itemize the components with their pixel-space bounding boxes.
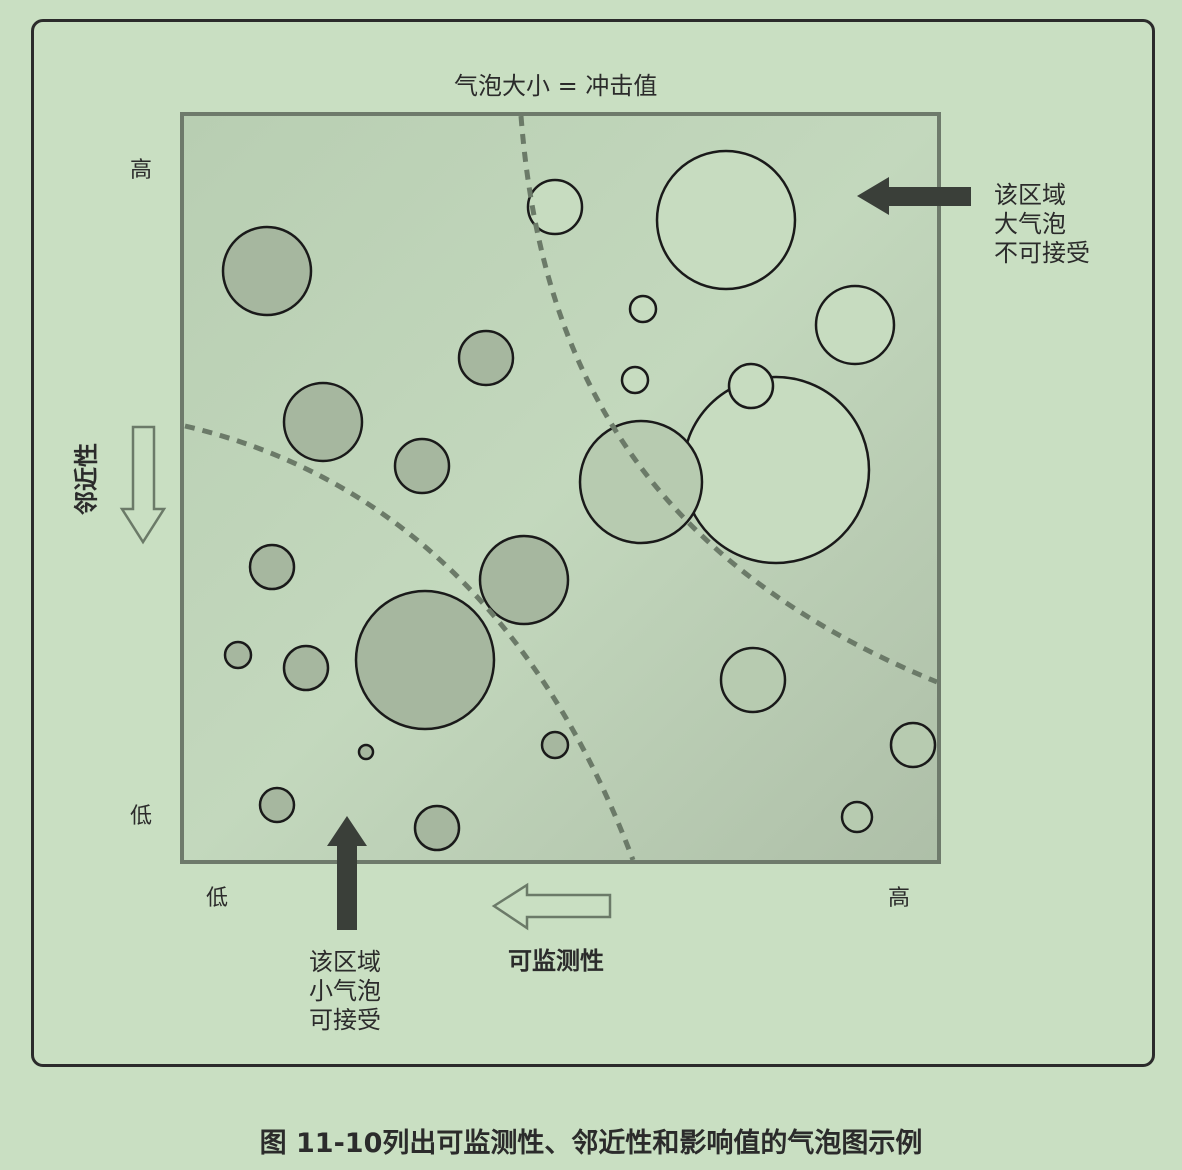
- bubble: [540, 730, 570, 760]
- note-line: 不可接受: [994, 239, 1090, 267]
- bubble: [223, 640, 253, 670]
- bubbles-left-region: [221, 225, 570, 852]
- x-axis-high-label: 高: [888, 886, 911, 911]
- diagram-frame: [31, 19, 1155, 1067]
- bubble: [526, 178, 584, 236]
- arrow-left-dark: [857, 177, 971, 215]
- bubble: [393, 437, 451, 495]
- note-line: 可接受: [309, 1006, 381, 1034]
- figure-caption: 图 11-10列出可监测性、邻近性和影响值的气泡图示例: [259, 1128, 923, 1159]
- note-line: 小气泡: [309, 977, 381, 1005]
- bubble: [478, 534, 570, 626]
- bubble: [413, 804, 461, 852]
- x-axis-title: 可监测性: [508, 947, 604, 975]
- bubble: [354, 589, 496, 731]
- y-axis-high-label: 高: [130, 158, 153, 183]
- bubble: [840, 800, 874, 834]
- bubble: [282, 381, 364, 463]
- boundary-line-lower: [184, 423, 636, 861]
- bubble: [258, 786, 296, 824]
- y-axis-title: 邻近性: [72, 443, 101, 515]
- bubble: [357, 743, 375, 761]
- bubble: [655, 149, 797, 291]
- x-axis-low-label: 低: [206, 886, 229, 911]
- y-axis-low-label: 低: [130, 804, 153, 829]
- bubble: [727, 362, 775, 410]
- bubble: [578, 419, 704, 545]
- bubble: [681, 375, 871, 565]
- note-line: 该区域: [994, 181, 1066, 209]
- note-small-bubbles: 该区域 小气泡 可接受: [309, 948, 381, 1035]
- bubble: [719, 646, 787, 714]
- bubble: [628, 294, 658, 324]
- bubbles-right-region: [526, 149, 937, 834]
- arrow-down-outline: [119, 425, 167, 545]
- note-line: 大气泡: [994, 210, 1066, 238]
- bubble: [889, 721, 937, 769]
- arrow-left-outline: [491, 882, 612, 931]
- bubble: [282, 644, 330, 692]
- bubble: [814, 284, 896, 366]
- bubble: [221, 225, 313, 317]
- bubble: [248, 543, 296, 591]
- note-large-bubbles: 该区域 大气泡 不可接受: [994, 181, 1090, 268]
- arrow-up-dark: [327, 816, 367, 930]
- bubble-size-label: 气泡大小 = 冲击值: [454, 72, 658, 100]
- note-line: 该区域: [309, 948, 381, 976]
- bubble: [457, 329, 515, 387]
- bubble: [620, 365, 650, 395]
- boundary-line-upper: [518, 115, 938, 685]
